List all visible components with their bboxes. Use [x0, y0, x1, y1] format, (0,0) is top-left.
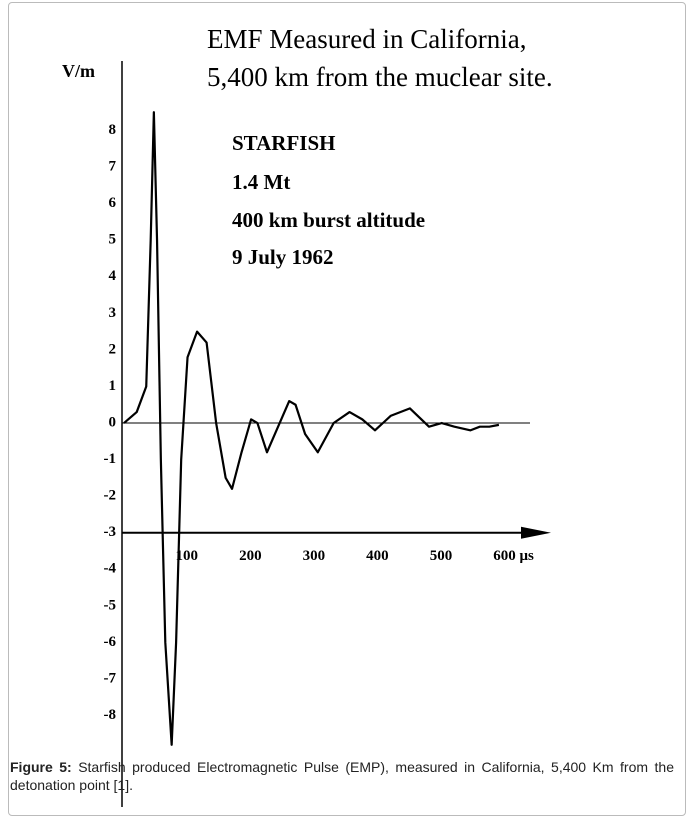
y-tick-label: 7 — [109, 158, 117, 174]
y-tick-label: 8 — [109, 122, 117, 138]
caption: Figure 5: Starfish produced Electromagne… — [10, 758, 674, 794]
caption-text: Starfish produced Electromagnetic Pulse … — [10, 759, 674, 793]
y-tick-label: 1 — [109, 378, 117, 394]
x-tick-label: 300 — [303, 548, 326, 564]
x-tick-label: 600 μs — [493, 548, 534, 564]
x-tick-label: 200 — [239, 548, 261, 564]
y-tick-label: 0 — [109, 414, 117, 430]
y-tick-label: -2 — [104, 488, 117, 504]
annotation: 400 km burst altitude — [232, 208, 425, 232]
x-tick-label: 400 — [366, 548, 389, 564]
y-tick-label: -5 — [104, 597, 117, 613]
annotation: 9 July 1962 — [232, 245, 334, 269]
annotation: STARFISH — [232, 131, 335, 155]
line-series — [123, 111, 500, 746]
y-tick-label: -6 — [104, 634, 117, 650]
y-tick-label: 6 — [109, 195, 117, 211]
y-axis-label: V/m — [62, 61, 95, 81]
y-tick-label: -7 — [104, 670, 117, 686]
figure-frame — [8, 2, 686, 816]
y-tick-label: 4 — [109, 268, 117, 284]
y-tick-label: 5 — [109, 232, 117, 248]
annotation: 1.4 Mt — [232, 170, 290, 194]
y-tick-label: 3 — [109, 305, 117, 321]
caption-label: Figure 5: — [10, 759, 72, 775]
x-axis-arrow — [521, 526, 551, 539]
y-tick-label: -1 — [104, 451, 117, 467]
y-tick-label: -8 — [104, 707, 117, 723]
chart-title: EMF Measured in California, — [207, 24, 526, 54]
y-tick-label: 2 — [109, 341, 117, 357]
chart-title: 5,400 km from the muclear site. — [207, 62, 553, 92]
y-tick-label: -3 — [104, 524, 117, 540]
x-tick-label: 100 — [176, 548, 199, 564]
y-tick-label: -4 — [104, 561, 117, 577]
x-tick-label: 500 — [430, 548, 453, 564]
